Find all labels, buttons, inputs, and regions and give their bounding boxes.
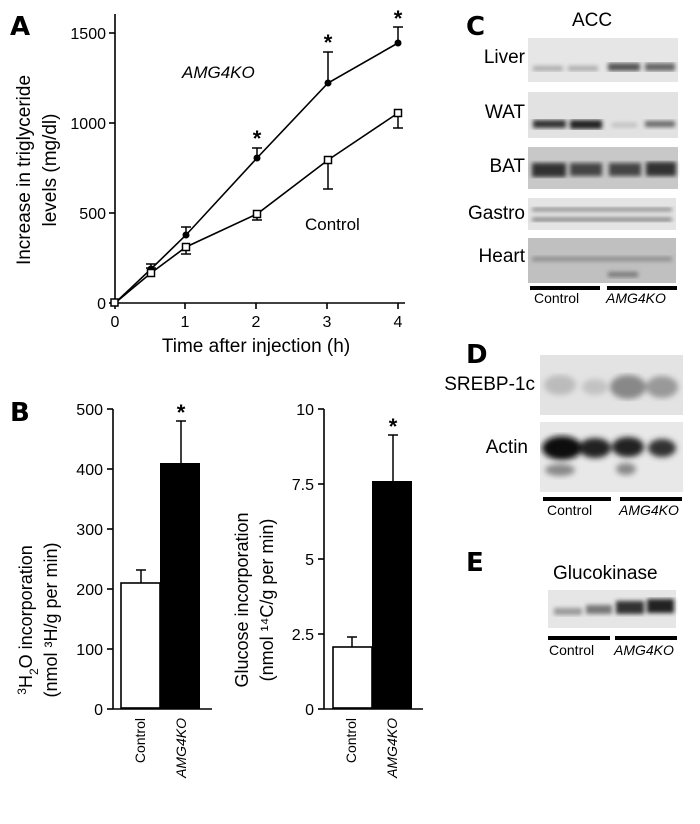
- c-row-label-heart: Heart: [478, 246, 525, 267]
- d-row-label-srebp: SREBP-1c: [444, 374, 535, 395]
- c-row-label-wat: WAT: [484, 102, 525, 123]
- svg-text:200: 200: [76, 582, 103, 599]
- a-x-axis-label: Time after injection (h): [162, 336, 350, 357]
- d-group-label-ko: AMG4KO: [619, 502, 679, 518]
- b2-category-control: Control: [343, 718, 359, 763]
- svg-text:0: 0: [94, 702, 103, 719]
- panel-letter-d: D: [466, 340, 488, 370]
- e-group-label-ko: AMG4KO: [614, 642, 674, 658]
- panel-letter-b: B: [10, 398, 30, 428]
- b2-y-axis-label-2: (nmol ¹⁴C/g per min): [257, 519, 277, 682]
- panel-a-line-chart: 0 500 1000 1500 0 1 2 3 4 Time after inj…: [14, 6, 405, 357]
- e-title: Glucokinase: [553, 563, 658, 584]
- bar-control: [332, 646, 373, 709]
- bar-control: [120, 582, 161, 709]
- svg-text:500: 500: [76, 402, 103, 419]
- d-blot-images: [540, 355, 683, 492]
- b1-ylabel-o: O incorporation: [16, 545, 36, 668]
- significance-star: *: [177, 400, 186, 425]
- panel-letter-e: E: [466, 548, 484, 578]
- svg-text:3H2O incorporation: 3H2O incorporation: [15, 545, 41, 694]
- panel-b-left-bar-chart: 3H2O incorporation (nmol ³H/g per min) 5…: [15, 400, 212, 779]
- svg-text:2: 2: [252, 314, 261, 331]
- svg-text:0: 0: [111, 314, 120, 331]
- c-row-label-gastro: Gastro: [467, 203, 525, 224]
- b2-y-axis-label-1: Glucose incorporation: [232, 512, 252, 687]
- b1-ylabel-h: H: [16, 675, 36, 688]
- svg-text:10: 10: [296, 402, 314, 419]
- d-row-label-actin: Actin: [485, 437, 528, 458]
- significance-star: *: [394, 6, 403, 31]
- c-group-label-ko: AMG4KO: [606, 290, 666, 306]
- e-group-label-control: Control: [549, 642, 595, 658]
- c-group-bar-ko: [607, 286, 677, 290]
- svg-text:400: 400: [76, 462, 103, 479]
- panel-letter-c: C: [466, 12, 486, 42]
- y-tick-1500: 1500: [70, 26, 106, 43]
- svg-text:7.5: 7.5: [292, 477, 314, 494]
- svg-text:100: 100: [76, 642, 103, 659]
- svg-text:4: 4: [394, 314, 403, 331]
- e-group-bar-control: [548, 636, 610, 640]
- svg-text:5: 5: [305, 552, 314, 569]
- a-y-axis-label-1: Increase in triglyceride: [14, 75, 35, 265]
- c-row-label-liver: Liver: [483, 47, 525, 68]
- significance-star: *: [389, 414, 398, 439]
- y-tick-500: 500: [79, 206, 106, 223]
- d-group-bar-control: [543, 497, 611, 501]
- svg-text:2.5: 2.5: [292, 627, 314, 644]
- e-blot-image: [548, 590, 676, 628]
- c-group-label-control: Control: [534, 290, 580, 306]
- b1-category-ko: AMG4KO: [173, 718, 189, 779]
- c-blot-images: [528, 38, 678, 283]
- b2-category-ko: AMG4KO: [384, 718, 400, 779]
- y-tick-1000: 1000: [70, 116, 106, 133]
- panel-letter-a: A: [10, 12, 31, 42]
- c-title: ACC: [572, 10, 613, 31]
- panel-b-right-bar-chart: Glucose incorporation (nmol ¹⁴C/g per mi…: [232, 402, 423, 779]
- svg-text:1: 1: [181, 314, 190, 331]
- c-group-bar-control: [530, 286, 600, 290]
- svg-text:0: 0: [305, 702, 314, 719]
- bar-ko: [372, 481, 412, 709]
- d-group-bar-ko: [620, 497, 682, 501]
- significance-star: *: [253, 126, 262, 151]
- a-series-label-ko: AMG4KO: [181, 63, 255, 82]
- b1-y-axis-label-2: (nmol ³H/g per min): [41, 542, 61, 697]
- b1-category-control: Control: [132, 718, 148, 763]
- significance-star: *: [324, 30, 333, 55]
- a-y-axis-label-2: levels (mg/dl): [40, 114, 61, 227]
- svg-text:3: 3: [323, 314, 332, 331]
- y-tick-0: 0: [97, 296, 106, 313]
- e-group-bar-ko: [615, 636, 677, 640]
- bar-ko: [160, 463, 200, 709]
- a-series-label-control: Control: [305, 215, 360, 234]
- d-group-label-control: Control: [547, 502, 593, 518]
- c-row-label-bat: BAT: [489, 156, 525, 177]
- svg-text:300: 300: [76, 522, 103, 539]
